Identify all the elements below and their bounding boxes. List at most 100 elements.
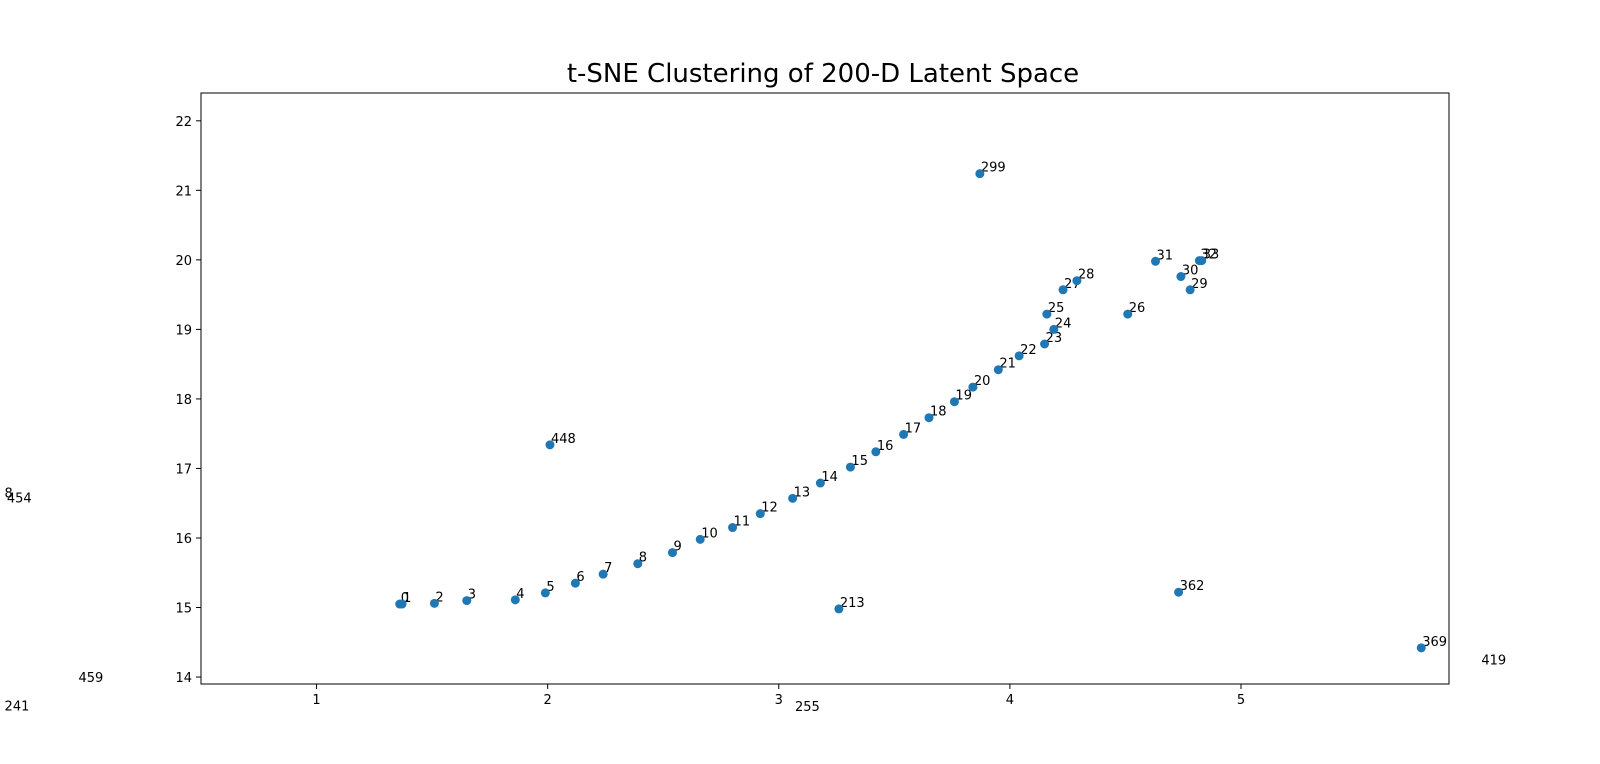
scatter-point bbox=[1416, 643, 1426, 653]
point-label: 3 bbox=[468, 588, 476, 603]
point-label: 1 bbox=[403, 591, 411, 606]
point-label: 21 bbox=[999, 357, 1016, 372]
point-label: 20 bbox=[974, 374, 991, 389]
scatter-point bbox=[1123, 309, 1133, 319]
y-tick-label: 14 bbox=[175, 671, 192, 686]
point-label: 8 bbox=[639, 551, 647, 566]
point-label: 22 bbox=[1020, 343, 1037, 358]
scatter-point bbox=[397, 599, 407, 609]
point-label: 25 bbox=[1048, 301, 1065, 316]
scatter-point bbox=[1197, 256, 1207, 266]
point-label: 16 bbox=[877, 439, 894, 454]
point-label: 2 bbox=[435, 590, 443, 605]
point-label: 10 bbox=[701, 526, 718, 541]
scatter-point bbox=[1058, 285, 1068, 295]
scatter-point bbox=[1150, 256, 1160, 266]
scatter-point bbox=[1176, 272, 1186, 282]
x-tick-label: 1 bbox=[312, 693, 320, 708]
point-label: 11 bbox=[734, 515, 751, 530]
plot-frame bbox=[200, 92, 1450, 685]
offscreen-point-label: 255 bbox=[795, 700, 820, 715]
offscreen-point-label: 241 bbox=[5, 699, 30, 714]
point-label: 299 bbox=[981, 161, 1006, 176]
scatter-point bbox=[695, 534, 705, 544]
point-label: 14 bbox=[821, 470, 838, 485]
scatter-point bbox=[1040, 339, 1050, 349]
point-label: 5 bbox=[546, 580, 554, 595]
scatter-point bbox=[899, 429, 909, 439]
y-tick-label: 16 bbox=[175, 532, 192, 547]
y-tick-label: 22 bbox=[175, 115, 192, 130]
scatter-point bbox=[1049, 324, 1059, 334]
point-label: 26 bbox=[1129, 301, 1146, 316]
scatter-point bbox=[1185, 285, 1195, 295]
scatter-point bbox=[462, 596, 472, 606]
point-label: 24 bbox=[1055, 316, 1072, 331]
scatter-point bbox=[570, 578, 580, 588]
scatter-point bbox=[968, 382, 978, 392]
offscreen-point-label: 454 bbox=[7, 492, 32, 507]
point-label: 213 bbox=[840, 596, 865, 611]
scatter-point bbox=[975, 169, 985, 179]
x-tick-label: 5 bbox=[1237, 693, 1245, 708]
point-label: 369 bbox=[1422, 635, 1447, 650]
point-label: 6 bbox=[576, 570, 584, 585]
point-label: 448 bbox=[551, 432, 576, 447]
point-label: 30 bbox=[1182, 264, 1199, 279]
point-label: 9 bbox=[673, 540, 681, 555]
scatter-point bbox=[540, 588, 550, 598]
scatter-point bbox=[667, 548, 677, 558]
point-label: 0 bbox=[401, 591, 409, 606]
offscreen-point-label: 8 bbox=[5, 487, 13, 502]
scatter-point bbox=[510, 595, 520, 605]
scatter-point bbox=[949, 397, 959, 407]
point-label: 23 bbox=[1046, 331, 1063, 346]
point-label: 31 bbox=[1156, 248, 1173, 263]
scatter-point bbox=[788, 493, 798, 503]
point-label: 13 bbox=[794, 485, 811, 500]
x-tick-label: 2 bbox=[544, 693, 552, 708]
scatter-point bbox=[545, 440, 555, 450]
point-label: 18 bbox=[930, 405, 947, 420]
point-label: 12 bbox=[761, 501, 778, 516]
scatter-point bbox=[993, 365, 1003, 375]
scatter-point bbox=[1042, 309, 1052, 319]
chart-title: t-SNE Clustering of 200-D Latent Space bbox=[567, 59, 1079, 89]
scatter-point bbox=[1174, 587, 1184, 597]
scatter-point bbox=[598, 569, 608, 579]
scatter-point bbox=[1072, 276, 1082, 286]
offscreen-point-label: 459 bbox=[79, 671, 104, 686]
point-label: 17 bbox=[905, 421, 922, 436]
x-tick-label: 3 bbox=[775, 693, 783, 708]
y-tick-label: 17 bbox=[175, 462, 192, 477]
scatter-point bbox=[924, 413, 934, 423]
scatter-point bbox=[815, 478, 825, 488]
point-label: 7 bbox=[604, 561, 612, 576]
y-tick-label: 18 bbox=[175, 393, 192, 408]
scatter-point bbox=[429, 598, 439, 608]
scatter-point bbox=[845, 462, 855, 472]
scatter-point bbox=[871, 447, 881, 457]
y-tick-label: 21 bbox=[175, 184, 192, 199]
y-tick-label: 19 bbox=[175, 323, 192, 338]
point-label: 362 bbox=[1180, 579, 1205, 594]
point-label-layer: 01 2 3 4 56789101112131415161718192021222324… bbox=[5, 161, 1507, 715]
y-tick-label: 20 bbox=[175, 254, 192, 269]
point-label: 15 bbox=[851, 454, 868, 469]
scatter-point bbox=[755, 509, 765, 519]
point-layer bbox=[395, 169, 1426, 653]
scatter-point bbox=[633, 559, 643, 569]
scatter-point bbox=[834, 604, 844, 614]
scatter-point bbox=[1014, 351, 1024, 361]
point-label: 29 bbox=[1191, 277, 1208, 292]
x-tick-label: 4 bbox=[1006, 693, 1014, 708]
scatter-point bbox=[728, 523, 738, 533]
point-label: 28 bbox=[1078, 268, 1095, 283]
y-tick-label: 15 bbox=[175, 602, 192, 617]
point-label: 19 bbox=[955, 389, 972, 404]
point-label: 4 bbox=[516, 587, 524, 602]
offscreen-point-label: 419 bbox=[1481, 654, 1506, 669]
point-label: 33 bbox=[1203, 248, 1220, 263]
